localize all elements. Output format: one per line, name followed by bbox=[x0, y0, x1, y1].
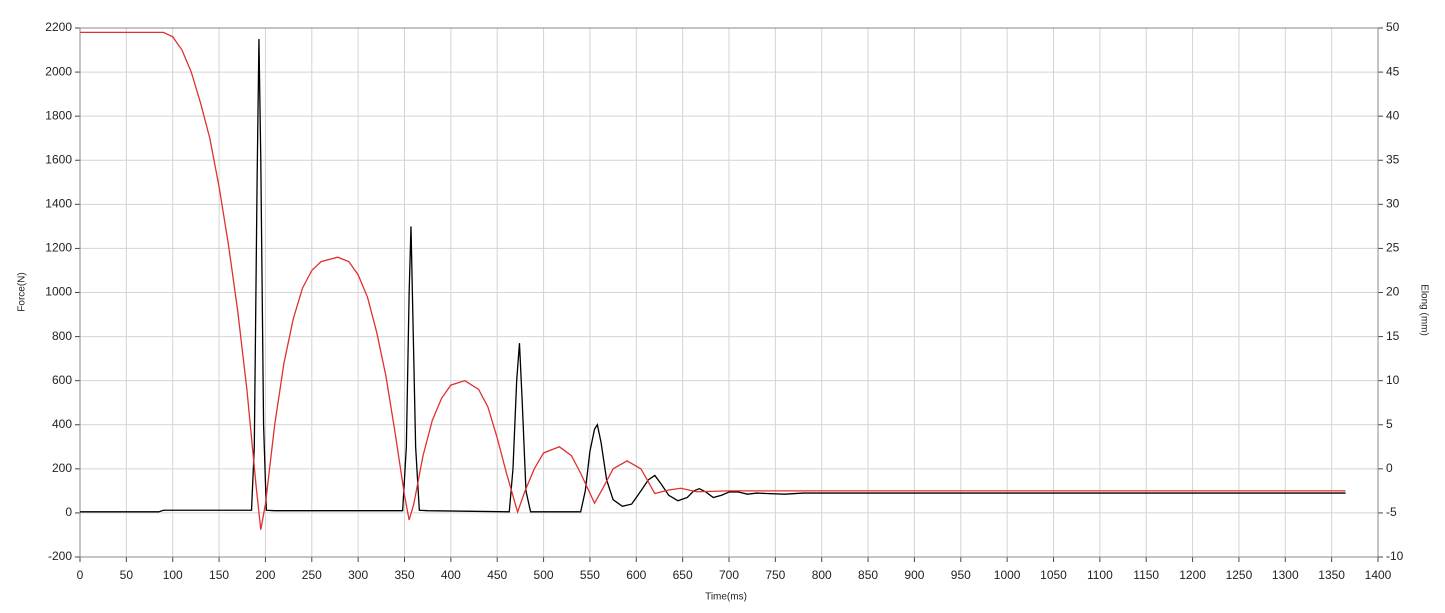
data-line bbox=[80, 39, 1346, 513]
x-tick-label: 900 bbox=[904, 568, 924, 582]
y-tick-label: 2200 bbox=[45, 20, 72, 34]
x-tick-label: 550 bbox=[580, 568, 600, 582]
y2-tick-label: 20 bbox=[1386, 285, 1400, 299]
x-tick-label: 450 bbox=[487, 568, 507, 582]
x-tick-label: 950 bbox=[951, 568, 971, 582]
y-tick-label: 800 bbox=[52, 329, 72, 343]
y2-tick-label: 45 bbox=[1386, 64, 1400, 78]
x-tick-label: 500 bbox=[534, 568, 554, 582]
y-tick-label: 1600 bbox=[45, 152, 72, 166]
x-tick-label: 750 bbox=[765, 568, 785, 582]
y2-tick-label: 0 bbox=[1386, 461, 1393, 475]
y-tick-label: 1200 bbox=[45, 241, 72, 255]
y2-tick-label: 10 bbox=[1386, 373, 1400, 387]
y2-tick-label: 5 bbox=[1386, 417, 1393, 431]
y2-tick-label: 25 bbox=[1386, 241, 1400, 255]
y-tick-label: -200 bbox=[48, 549, 72, 563]
x-tick-label: 850 bbox=[858, 568, 878, 582]
x-tick-label: 1300 bbox=[1272, 568, 1299, 582]
y2-tick-label: 35 bbox=[1386, 152, 1400, 166]
x-tick-label: 1100 bbox=[1087, 568, 1113, 582]
x-tick-label: 600 bbox=[626, 568, 646, 582]
x-tick-label: 200 bbox=[255, 568, 275, 582]
x-tick-label: 1200 bbox=[1179, 568, 1206, 582]
y-tick-label: 1000 bbox=[45, 285, 72, 299]
y2-tick-label: -10 bbox=[1386, 549, 1404, 563]
x-tick-label: 650 bbox=[673, 568, 693, 582]
y2-tick-label: 30 bbox=[1386, 197, 1400, 211]
x-tick-label: 50 bbox=[120, 568, 134, 582]
y-tick-label: 200 bbox=[52, 461, 72, 475]
x-tick-label: 1350 bbox=[1318, 568, 1345, 582]
x-tick-label: 350 bbox=[394, 568, 414, 582]
data-line bbox=[80, 31, 1346, 530]
x-tick-label: 1150 bbox=[1133, 568, 1159, 582]
y2-tick-label: -5 bbox=[1386, 505, 1397, 519]
x-tick-label: 800 bbox=[812, 568, 832, 582]
y2-axis-label: Elong (mm) bbox=[1418, 284, 1429, 336]
x-tick-label: 400 bbox=[441, 568, 461, 582]
y2-tick-label: 15 bbox=[1386, 329, 1400, 343]
x-tick-label: 700 bbox=[719, 568, 739, 582]
y-tick-label: 1800 bbox=[45, 108, 72, 122]
x-tick-label: 1400 bbox=[1365, 568, 1392, 582]
y2-tick-label: 40 bbox=[1386, 108, 1400, 122]
x-axis-label: Time(ms) bbox=[705, 592, 747, 603]
x-tick-label: 150 bbox=[209, 568, 229, 582]
y2-tick-label: 50 bbox=[1386, 20, 1400, 34]
x-tick-label: 1000 bbox=[994, 568, 1021, 582]
x-tick-label: 0 bbox=[77, 568, 84, 582]
y-tick-label: 2000 bbox=[45, 64, 72, 78]
x-tick-label: 100 bbox=[163, 568, 183, 582]
x-tick-label: 300 bbox=[348, 568, 368, 582]
x-tick-label: 1050 bbox=[1040, 568, 1067, 582]
plot-frame bbox=[79, 27, 1379, 558]
x-tick-label: 1250 bbox=[1226, 568, 1253, 582]
x-tick-label: 250 bbox=[302, 568, 322, 582]
y-tick-label: 0 bbox=[65, 505, 72, 519]
y-tick-label: 1400 bbox=[45, 197, 72, 211]
y-axis-label: Force(N) bbox=[17, 272, 28, 311]
y-tick-label: 600 bbox=[52, 373, 72, 387]
y-tick-label: 400 bbox=[52, 417, 72, 431]
